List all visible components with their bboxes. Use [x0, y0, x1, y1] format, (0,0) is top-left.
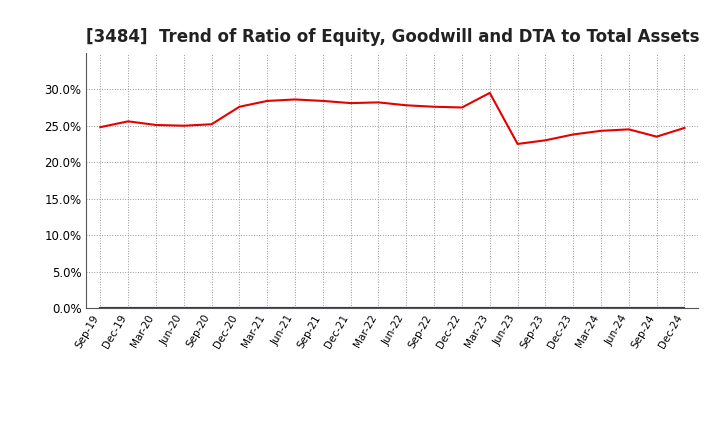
Goodwill: [597, 305, 606, 311]
Equity: [374, 100, 383, 105]
Title: [3484]  Trend of Ratio of Equity, Goodwill and DTA to Total Assets: [3484] Trend of Ratio of Equity, Goodwil…: [86, 28, 699, 46]
Equity: [680, 125, 689, 131]
Deferred Tax Assets: [513, 305, 522, 311]
Goodwill: [179, 305, 188, 311]
Deferred Tax Assets: [541, 305, 550, 311]
Equity: [179, 123, 188, 128]
Equity: [597, 128, 606, 133]
Equity: [569, 132, 577, 137]
Equity: [652, 134, 661, 139]
Deferred Tax Assets: [374, 305, 383, 311]
Equity: [402, 103, 410, 108]
Goodwill: [263, 305, 271, 311]
Equity: [291, 97, 300, 102]
Goodwill: [624, 305, 633, 311]
Goodwill: [207, 305, 216, 311]
Goodwill: [124, 305, 132, 311]
Equity: [430, 104, 438, 110]
Deferred Tax Assets: [124, 305, 132, 311]
Goodwill: [430, 305, 438, 311]
Equity: [235, 104, 243, 110]
Deferred Tax Assets: [235, 305, 243, 311]
Goodwill: [513, 305, 522, 311]
Equity: [152, 122, 161, 128]
Deferred Tax Assets: [96, 305, 104, 311]
Goodwill: [291, 305, 300, 311]
Equity: [485, 90, 494, 95]
Deferred Tax Assets: [652, 305, 661, 311]
Deferred Tax Assets: [597, 305, 606, 311]
Deferred Tax Assets: [680, 305, 689, 311]
Equity: [541, 138, 550, 143]
Goodwill: [374, 305, 383, 311]
Goodwill: [541, 305, 550, 311]
Equity: [458, 105, 467, 110]
Deferred Tax Assets: [318, 305, 327, 311]
Goodwill: [235, 305, 243, 311]
Goodwill: [458, 305, 467, 311]
Deferred Tax Assets: [569, 305, 577, 311]
Equity: [96, 125, 104, 130]
Equity: [624, 127, 633, 132]
Deferred Tax Assets: [346, 305, 355, 311]
Goodwill: [680, 305, 689, 311]
Deferred Tax Assets: [430, 305, 438, 311]
Equity: [263, 98, 271, 103]
Goodwill: [96, 305, 104, 311]
Equity: [124, 119, 132, 124]
Deferred Tax Assets: [152, 305, 161, 311]
Deferred Tax Assets: [485, 305, 494, 311]
Equity: [207, 121, 216, 127]
Equity: [513, 141, 522, 147]
Goodwill: [569, 305, 577, 311]
Deferred Tax Assets: [291, 305, 300, 311]
Deferred Tax Assets: [624, 305, 633, 311]
Goodwill: [152, 305, 161, 311]
Equity: [346, 100, 355, 106]
Goodwill: [402, 305, 410, 311]
Equity: [318, 98, 327, 103]
Deferred Tax Assets: [263, 305, 271, 311]
Goodwill: [485, 305, 494, 311]
Deferred Tax Assets: [458, 305, 467, 311]
Line: Equity: Equity: [100, 93, 685, 144]
Goodwill: [652, 305, 661, 311]
Goodwill: [346, 305, 355, 311]
Goodwill: [318, 305, 327, 311]
Deferred Tax Assets: [402, 305, 410, 311]
Deferred Tax Assets: [207, 305, 216, 311]
Deferred Tax Assets: [179, 305, 188, 311]
